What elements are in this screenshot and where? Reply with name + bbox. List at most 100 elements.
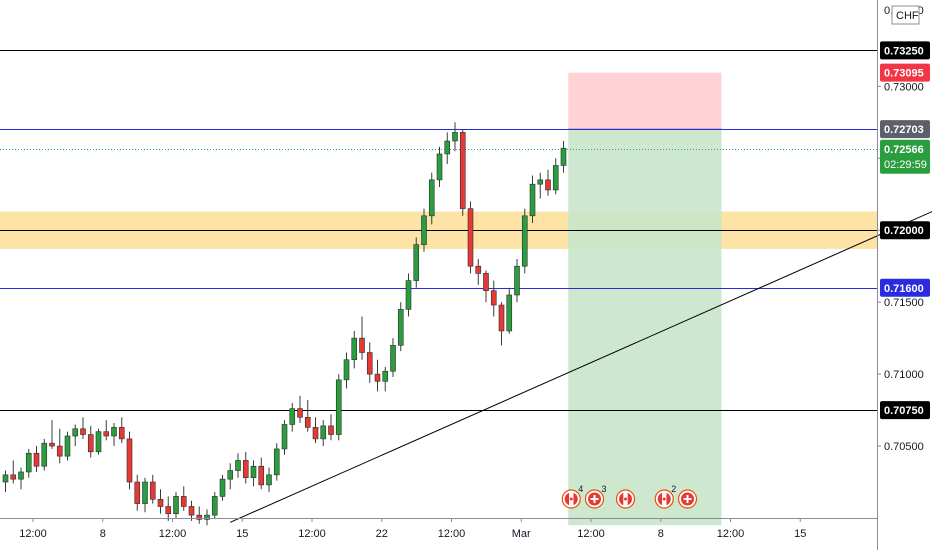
economic-event[interactable]: 2 [654, 484, 676, 509]
candle [258, 457, 265, 490]
y-tick-label: 0.71000 [884, 369, 924, 381]
candle [335, 374, 342, 441]
candle-body [529, 183, 536, 217]
economic-event[interactable]: 4 [561, 484, 583, 509]
entry-tag-label: 0.72703 [884, 124, 924, 136]
y-tick-label: 0.70500 [884, 441, 924, 453]
stop-loss-tag [880, 63, 930, 82]
candle [103, 420, 110, 441]
candle [328, 414, 334, 441]
x-tick-label: 12:00 [19, 528, 47, 540]
candle-body [64, 435, 71, 457]
events-layer[interactable]: 4 3 2 [561, 484, 698, 509]
candle [219, 474, 226, 501]
candle [413, 237, 420, 288]
candle-body [312, 427, 319, 440]
flag-cross-h [683, 498, 692, 500]
candle-body [475, 265, 482, 274]
candle-body [328, 425, 334, 435]
candle-body [359, 337, 365, 353]
candle-body [242, 460, 249, 479]
candle [366, 342, 373, 383]
resistance-top-tag-label: 0.73250 [884, 45, 924, 57]
candle [250, 460, 257, 487]
candle [475, 259, 482, 285]
candle [312, 417, 319, 444]
candle [467, 201, 474, 274]
take-profit-zone [568, 129, 722, 526]
currency-label: CHF [896, 10, 919, 22]
flag-leaf [624, 497, 627, 501]
candle [359, 316, 365, 360]
x-tick-label: 12:00 [438, 528, 466, 540]
candle [95, 428, 102, 455]
economic-event[interactable] [677, 489, 698, 509]
candle [49, 420, 55, 449]
candle-body [149, 481, 156, 500]
y-tick-label: 0.71500 [884, 297, 924, 309]
candle [18, 467, 24, 490]
candle-body [258, 465, 265, 486]
candle-body [514, 265, 520, 296]
candle-body [103, 431, 110, 437]
candle-body [390, 345, 396, 372]
candle [118, 417, 125, 444]
candle [436, 146, 443, 188]
candle [87, 425, 94, 458]
x-tick-label: 12:00 [298, 528, 326, 540]
candle [320, 420, 327, 447]
candle [297, 395, 303, 424]
candle-body [289, 408, 296, 425]
economic-event[interactable] [615, 489, 636, 509]
candle-body [56, 445, 63, 457]
x-tick-label: 8 [100, 528, 106, 540]
candle [2, 470, 9, 493]
candle-body [273, 448, 280, 476]
candle-body [18, 471, 24, 480]
candle [452, 122, 458, 152]
candle [405, 273, 412, 317]
candle-body [351, 337, 358, 361]
candle-body [227, 470, 234, 480]
candle-body [87, 434, 94, 453]
candle-body [320, 425, 327, 440]
candle-body [180, 496, 187, 507]
x-tick-label: 12:00 [577, 528, 605, 540]
candle-body [490, 290, 497, 306]
candle [56, 428, 63, 464]
candle-body [552, 165, 559, 191]
candle-body [506, 294, 513, 332]
economic-event[interactable]: 3 [584, 484, 607, 509]
candle [111, 423, 117, 447]
mid-zone-tag-label: 0.72000 [884, 225, 924, 237]
candle-body [405, 280, 412, 310]
candle-body [467, 208, 474, 267]
candle [281, 420, 288, 455]
candle [529, 175, 536, 224]
candle [390, 338, 396, 377]
candle [188, 500, 195, 521]
current-price-tag-label: 0.72566 [884, 144, 924, 156]
candle-body [366, 352, 373, 375]
candle [235, 453, 241, 478]
candle [483, 270, 489, 303]
stop-loss-zone [568, 72, 722, 130]
candle-body [10, 474, 17, 480]
candle-body [33, 452, 40, 467]
support-blue-tag-label: 0.71600 [884, 283, 924, 295]
candle [382, 366, 389, 392]
candle-body [436, 153, 443, 181]
candle [521, 208, 528, 274]
candle [165, 496, 172, 521]
candle-body [126, 438, 133, 483]
candle-body [452, 132, 458, 142]
candle-body [118, 427, 125, 440]
flag-cross-h [590, 498, 599, 500]
candle [498, 302, 505, 346]
candle [304, 400, 311, 432]
candle [41, 438, 48, 471]
candle-body [165, 506, 172, 514]
candle-body [413, 244, 420, 281]
candle-body [95, 431, 102, 453]
